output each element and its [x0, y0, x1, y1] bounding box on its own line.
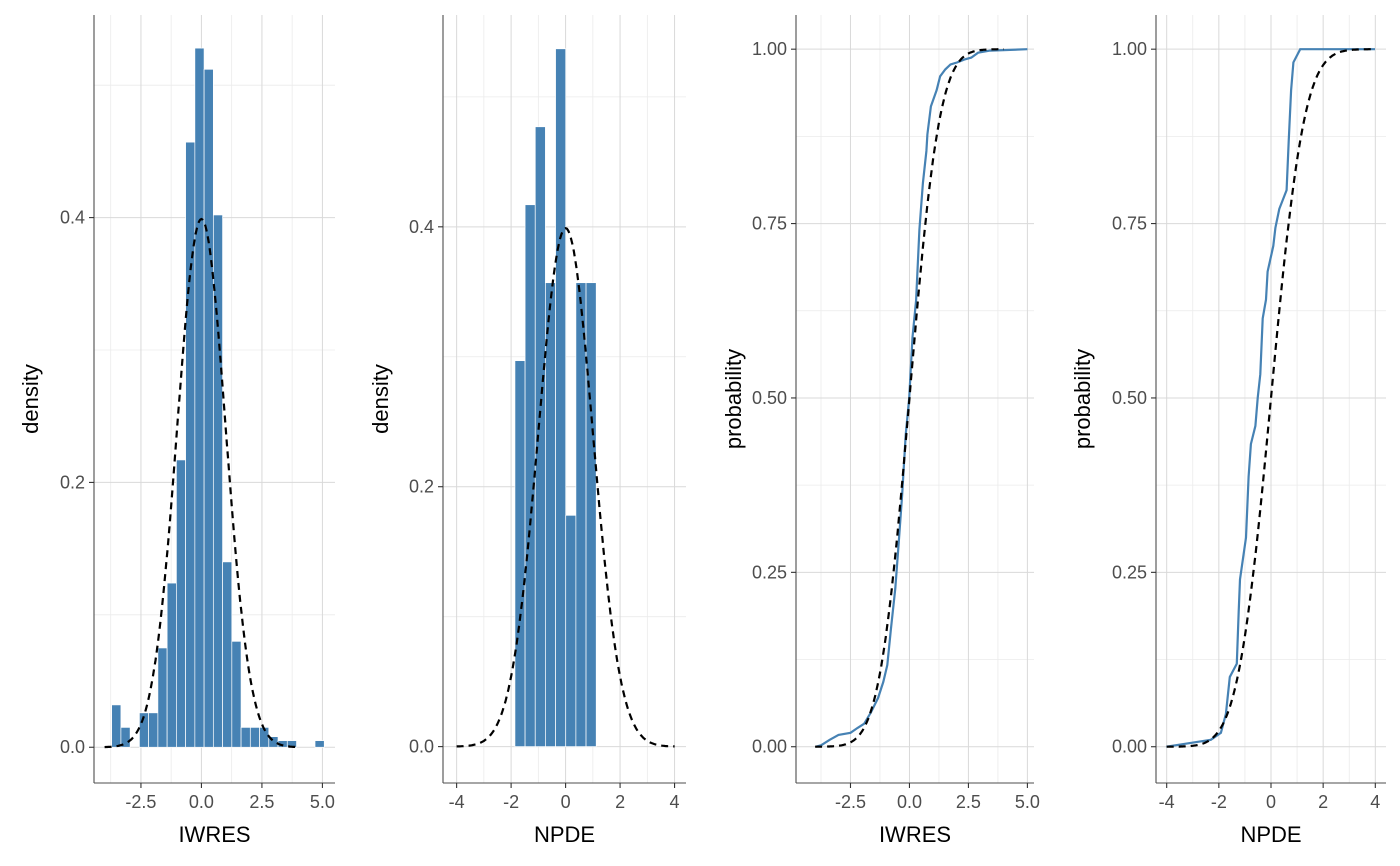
x-tick-label: 2	[1318, 792, 1328, 812]
y-tick-label: 0.0	[409, 737, 434, 757]
x-tick-label: 4	[1370, 792, 1380, 812]
y-tick-label: 0.25	[1112, 562, 1147, 582]
histogram-bar	[176, 459, 186, 748]
x-tick-label: 2	[615, 792, 625, 812]
y-tick-label: 0.00	[1112, 737, 1147, 757]
x-tick-label: -4	[1159, 792, 1175, 812]
y-tick-label: 0.75	[1112, 214, 1147, 234]
normal-reference-curve	[456, 227, 675, 748]
histogram-bars	[111, 47, 325, 748]
x-tick-label: 5.0	[1015, 792, 1040, 812]
histogram-bar	[555, 48, 567, 747]
x-tick-label: 0	[561, 792, 571, 812]
histogram-bar	[249, 727, 260, 748]
y-tick-label: 0.50	[1112, 388, 1147, 408]
histogram-bar	[514, 360, 526, 747]
histogram-bar	[185, 141, 196, 748]
x-tick-label: -2.5	[835, 792, 866, 812]
x-axis-title: IWRES	[178, 822, 250, 847]
y-tick-label: 0.50	[752, 388, 787, 408]
x-tick-label: -2	[1211, 792, 1227, 812]
histogram-bar	[166, 582, 177, 748]
normal-reference-curve	[104, 217, 299, 749]
x-axis-title: IWRES	[879, 822, 951, 847]
panel-3: -2.5 0.0 2.5 5.0 0.00 0.25 0.50 0.75 1.00 IWRES pr…	[721, 15, 1040, 847]
x-tick-label: 0.0	[897, 792, 922, 812]
y-tick-label: 0.4	[60, 208, 85, 228]
histogram-bar	[120, 727, 131, 748]
panel-4: -4 -2 0 2 4 0.00 0.25 0.50 0.75 1.00 NPDE probabili…	[1070, 15, 1386, 847]
normal-reference-curve	[815, 48, 1004, 748]
histogram-bars	[514, 48, 597, 747]
histogram-bar	[565, 514, 577, 747]
histogram-bar	[212, 214, 223, 748]
y-tick-label: 0.00	[752, 737, 787, 757]
histogram-bar	[314, 740, 325, 748]
ecdf-line	[1166, 48, 1375, 748]
panel-1: -2.5 0.0 2.5 5.0 0.0 0.2 0.4 IWRES density	[18, 15, 335, 847]
x-tick-label: 5.0	[310, 792, 335, 812]
y-axis-title: density	[368, 364, 393, 434]
y-tick-label: 1.00	[1112, 39, 1147, 59]
x-tick-label: 2.5	[956, 792, 981, 812]
histogram-bar	[194, 47, 205, 748]
histogram-bar	[545, 282, 556, 747]
x-tick-label: 2.5	[249, 792, 274, 812]
gridlines	[796, 15, 1034, 783]
y-tick-label: 1.00	[752, 39, 787, 59]
x-tick-label: -2	[503, 792, 519, 812]
histogram-bar	[240, 727, 251, 748]
x-axis-title: NPDE	[534, 822, 595, 847]
x-tick-label: 4	[670, 792, 680, 812]
y-tick-label: 0.0	[60, 737, 85, 757]
normal-reference-curve	[1166, 48, 1376, 748]
x-axis-title: NPDE	[1240, 822, 1301, 847]
x-tick-label: 0	[1266, 792, 1276, 812]
histogram-bar	[148, 712, 159, 748]
y-tick-label: 0.2	[409, 477, 434, 497]
y-axis-title: probability	[721, 349, 746, 449]
y-axis-title: probability	[1070, 349, 1095, 449]
histogram-bar	[585, 282, 597, 747]
ecdf-line	[815, 48, 1028, 748]
x-tick-label: -2.5	[125, 792, 156, 812]
y-tick-label: 0.25	[752, 562, 787, 582]
histogram-bar	[203, 68, 214, 748]
y-tick-label: 0.2	[60, 472, 85, 492]
histogram-bar	[575, 282, 587, 747]
x-tick-label: 0.0	[189, 792, 214, 812]
x-tick-label: -4	[449, 792, 465, 812]
histogram-bar	[157, 647, 168, 748]
histogram-bar	[534, 126, 546, 747]
y-axis-title: density	[18, 364, 43, 434]
y-tick-label: 0.75	[752, 214, 787, 234]
y-tick-label: 0.4	[409, 217, 434, 237]
histogram-bar	[222, 561, 233, 748]
panel-2: -4 -2 0 2 4 0.0 0.2 0.4 NPDE density	[368, 15, 686, 847]
histogram-bar	[111, 704, 122, 748]
gridlines	[1156, 15, 1386, 783]
histogram-bar	[231, 640, 242, 748]
